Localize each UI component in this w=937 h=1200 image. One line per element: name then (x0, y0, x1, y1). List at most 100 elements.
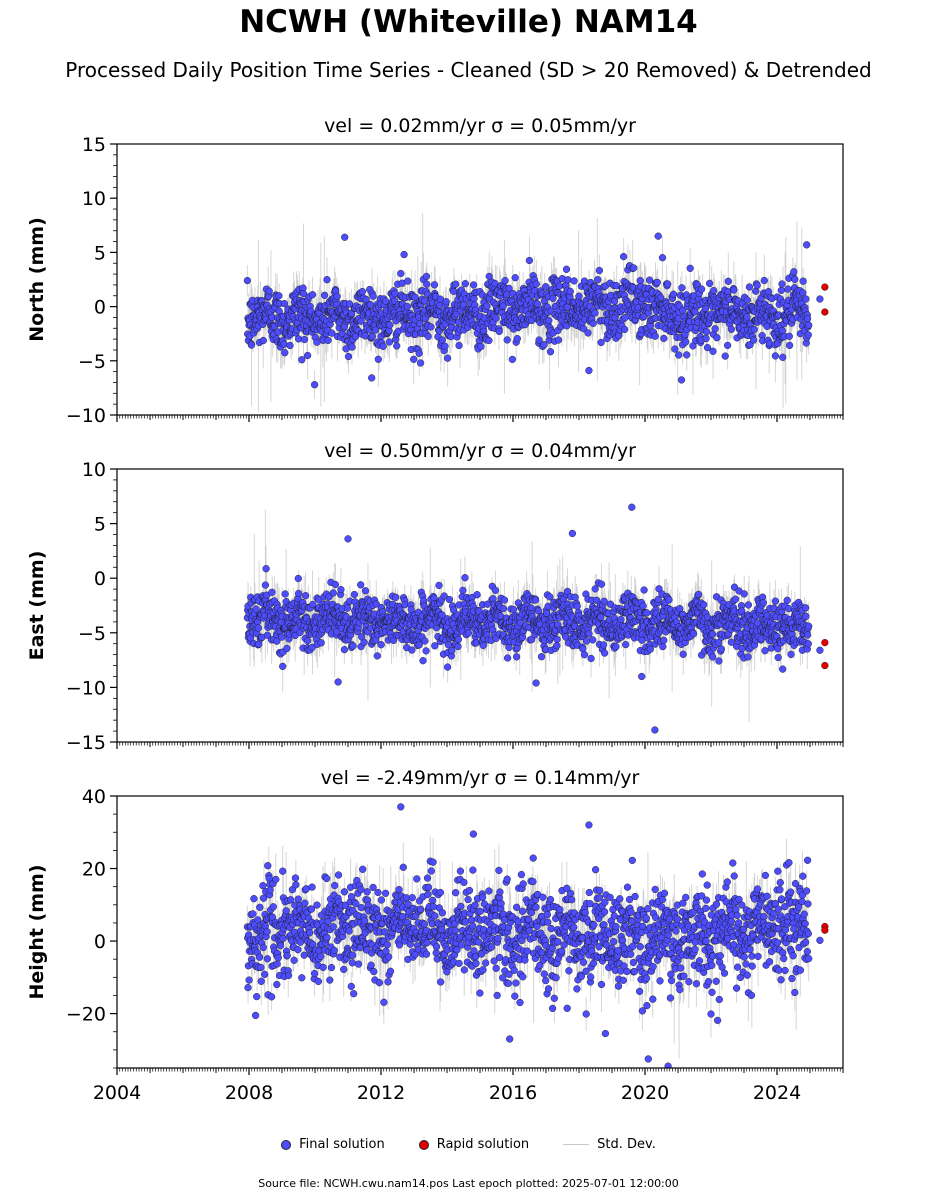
data-point (708, 630, 717, 638)
data-point (607, 291, 615, 300)
data-point (300, 335, 309, 344)
data-point (320, 291, 329, 299)
data-point (802, 295, 810, 303)
data-point (349, 642, 357, 650)
chart-subtitle: Processed Daily Position Time Series - C… (65, 58, 872, 82)
data-point (643, 609, 651, 617)
data-point (591, 309, 599, 317)
data-point (280, 340, 288, 348)
data-point (252, 605, 260, 613)
data-point (612, 642, 620, 651)
data-point (545, 316, 553, 325)
data-point (454, 642, 462, 651)
data-point (749, 336, 758, 344)
final-points-east (243, 503, 824, 734)
time-series-figure: vel = 0.02mm/yr σ = 0.05mm/yr North (mm) −… (26, 115, 844, 1104)
data-point (337, 585, 345, 594)
data-point (525, 256, 534, 265)
data-point (803, 315, 812, 323)
data-point (723, 341, 732, 350)
data-point (505, 284, 513, 293)
data-point (743, 296, 751, 304)
data-point (430, 281, 439, 289)
data-point (371, 326, 380, 334)
data-point (697, 285, 706, 293)
data-point (329, 589, 337, 597)
data-point (393, 342, 401, 350)
data-point (331, 580, 340, 589)
data-point (595, 266, 604, 275)
data-point (421, 637, 429, 645)
data-point (621, 313, 629, 322)
data-point (645, 276, 654, 284)
data-point-outlier (654, 232, 662, 240)
data-point (709, 347, 717, 355)
data-point (554, 336, 563, 344)
data-point (386, 321, 394, 329)
data-point (445, 595, 454, 604)
data-point (309, 600, 317, 609)
data-point (724, 277, 732, 285)
data-point (799, 277, 807, 285)
data-point (646, 645, 654, 653)
data-point (785, 332, 793, 340)
data-point (503, 654, 512, 662)
chart-title: NCWH (Whiteville) NAM14 (239, 4, 698, 40)
data-point (619, 252, 628, 261)
data-point (301, 592, 310, 600)
data-point (562, 633, 570, 641)
data-point (408, 646, 416, 654)
data-point (509, 605, 518, 614)
data-point (275, 292, 283, 300)
data-point (451, 280, 460, 288)
data-point (678, 284, 686, 292)
data-point (674, 314, 683, 322)
data-point (579, 324, 588, 333)
data-point (553, 635, 561, 644)
data-point (350, 590, 359, 599)
series-final-east (243, 503, 829, 734)
data-point (683, 351, 691, 359)
data-point (323, 276, 331, 284)
data-point (657, 293, 665, 302)
data-point (714, 639, 723, 647)
data-point (392, 593, 400, 601)
data-point (410, 355, 418, 363)
y-axis-label-north: North (mm) (26, 217, 48, 342)
data-point (582, 637, 591, 645)
data-point (278, 633, 286, 641)
data-point (682, 338, 690, 346)
data-point (664, 280, 672, 288)
data-point (563, 587, 572, 596)
data-point (247, 341, 256, 349)
rapid-point (821, 308, 829, 316)
data-point (265, 287, 273, 295)
data-point (308, 291, 317, 299)
data-point (752, 287, 760, 295)
data-point (573, 602, 581, 610)
data-point (540, 341, 548, 349)
data-point (283, 644, 291, 653)
data-point (676, 604, 684, 613)
data-point (715, 657, 723, 665)
data-point (369, 292, 377, 300)
data-point (303, 351, 312, 360)
data-point (483, 302, 491, 310)
data-point (721, 352, 729, 360)
data-point (313, 338, 321, 346)
data-point (368, 332, 377, 341)
data-point (597, 338, 605, 347)
data-point (243, 276, 252, 285)
data-point (443, 663, 452, 671)
data-point (357, 581, 365, 589)
data-point (461, 574, 469, 582)
data-point (533, 300, 542, 308)
data-point (435, 581, 443, 590)
data-point (286, 341, 294, 350)
data-point (804, 331, 812, 339)
data-point (479, 641, 487, 650)
data-point (570, 277, 578, 285)
y-axis-label-east: East (mm) (26, 551, 48, 661)
data-point (340, 645, 349, 654)
data-point (454, 635, 463, 644)
